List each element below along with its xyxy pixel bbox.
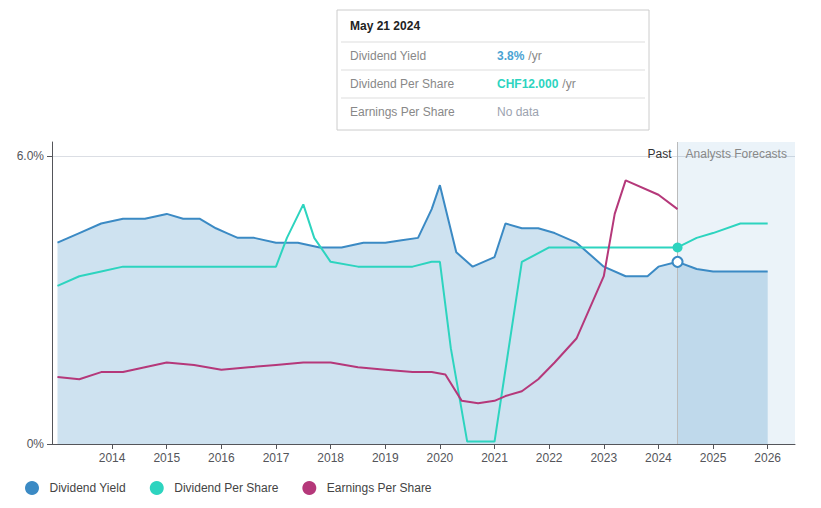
svg-text:2022: 2022 (536, 451, 563, 465)
svg-text:Analysts Forecasts: Analysts Forecasts (686, 147, 787, 161)
svg-text:Dividend Yield: Dividend Yield (50, 481, 126, 495)
svg-text:No data: No data (497, 105, 539, 119)
svg-text:Earnings Per Share: Earnings Per Share (327, 481, 432, 495)
svg-text:2021: 2021 (481, 451, 508, 465)
svg-text:Past: Past (648, 147, 673, 161)
svg-text:2019: 2019 (372, 451, 399, 465)
svg-text:/yr: /yr (562, 77, 575, 91)
svg-text:CHF12.000: CHF12.000 (497, 77, 559, 91)
svg-text:6.0%: 6.0% (17, 149, 45, 163)
svg-text:2017: 2017 (263, 451, 290, 465)
svg-text:2014: 2014 (99, 451, 126, 465)
svg-text:Dividend Yield: Dividend Yield (350, 49, 426, 63)
svg-text:3.8%: 3.8% (497, 49, 525, 63)
svg-text:2018: 2018 (317, 451, 344, 465)
svg-text:2026: 2026 (754, 451, 781, 465)
svg-text:May 21 2024: May 21 2024 (350, 19, 420, 33)
svg-text:2020: 2020 (427, 451, 454, 465)
svg-text:2025: 2025 (700, 451, 727, 465)
svg-text:0%: 0% (27, 437, 45, 451)
svg-text:Dividend Per Share: Dividend Per Share (350, 77, 454, 91)
svg-text:/yr: /yr (528, 49, 541, 63)
svg-text:2016: 2016 (208, 451, 235, 465)
svg-text:2024: 2024 (645, 451, 672, 465)
svg-text:2015: 2015 (153, 451, 180, 465)
svg-text:2023: 2023 (590, 451, 617, 465)
svg-text:Dividend Per Share: Dividend Per Share (174, 481, 278, 495)
svg-text:Earnings Per Share: Earnings Per Share (350, 105, 455, 119)
